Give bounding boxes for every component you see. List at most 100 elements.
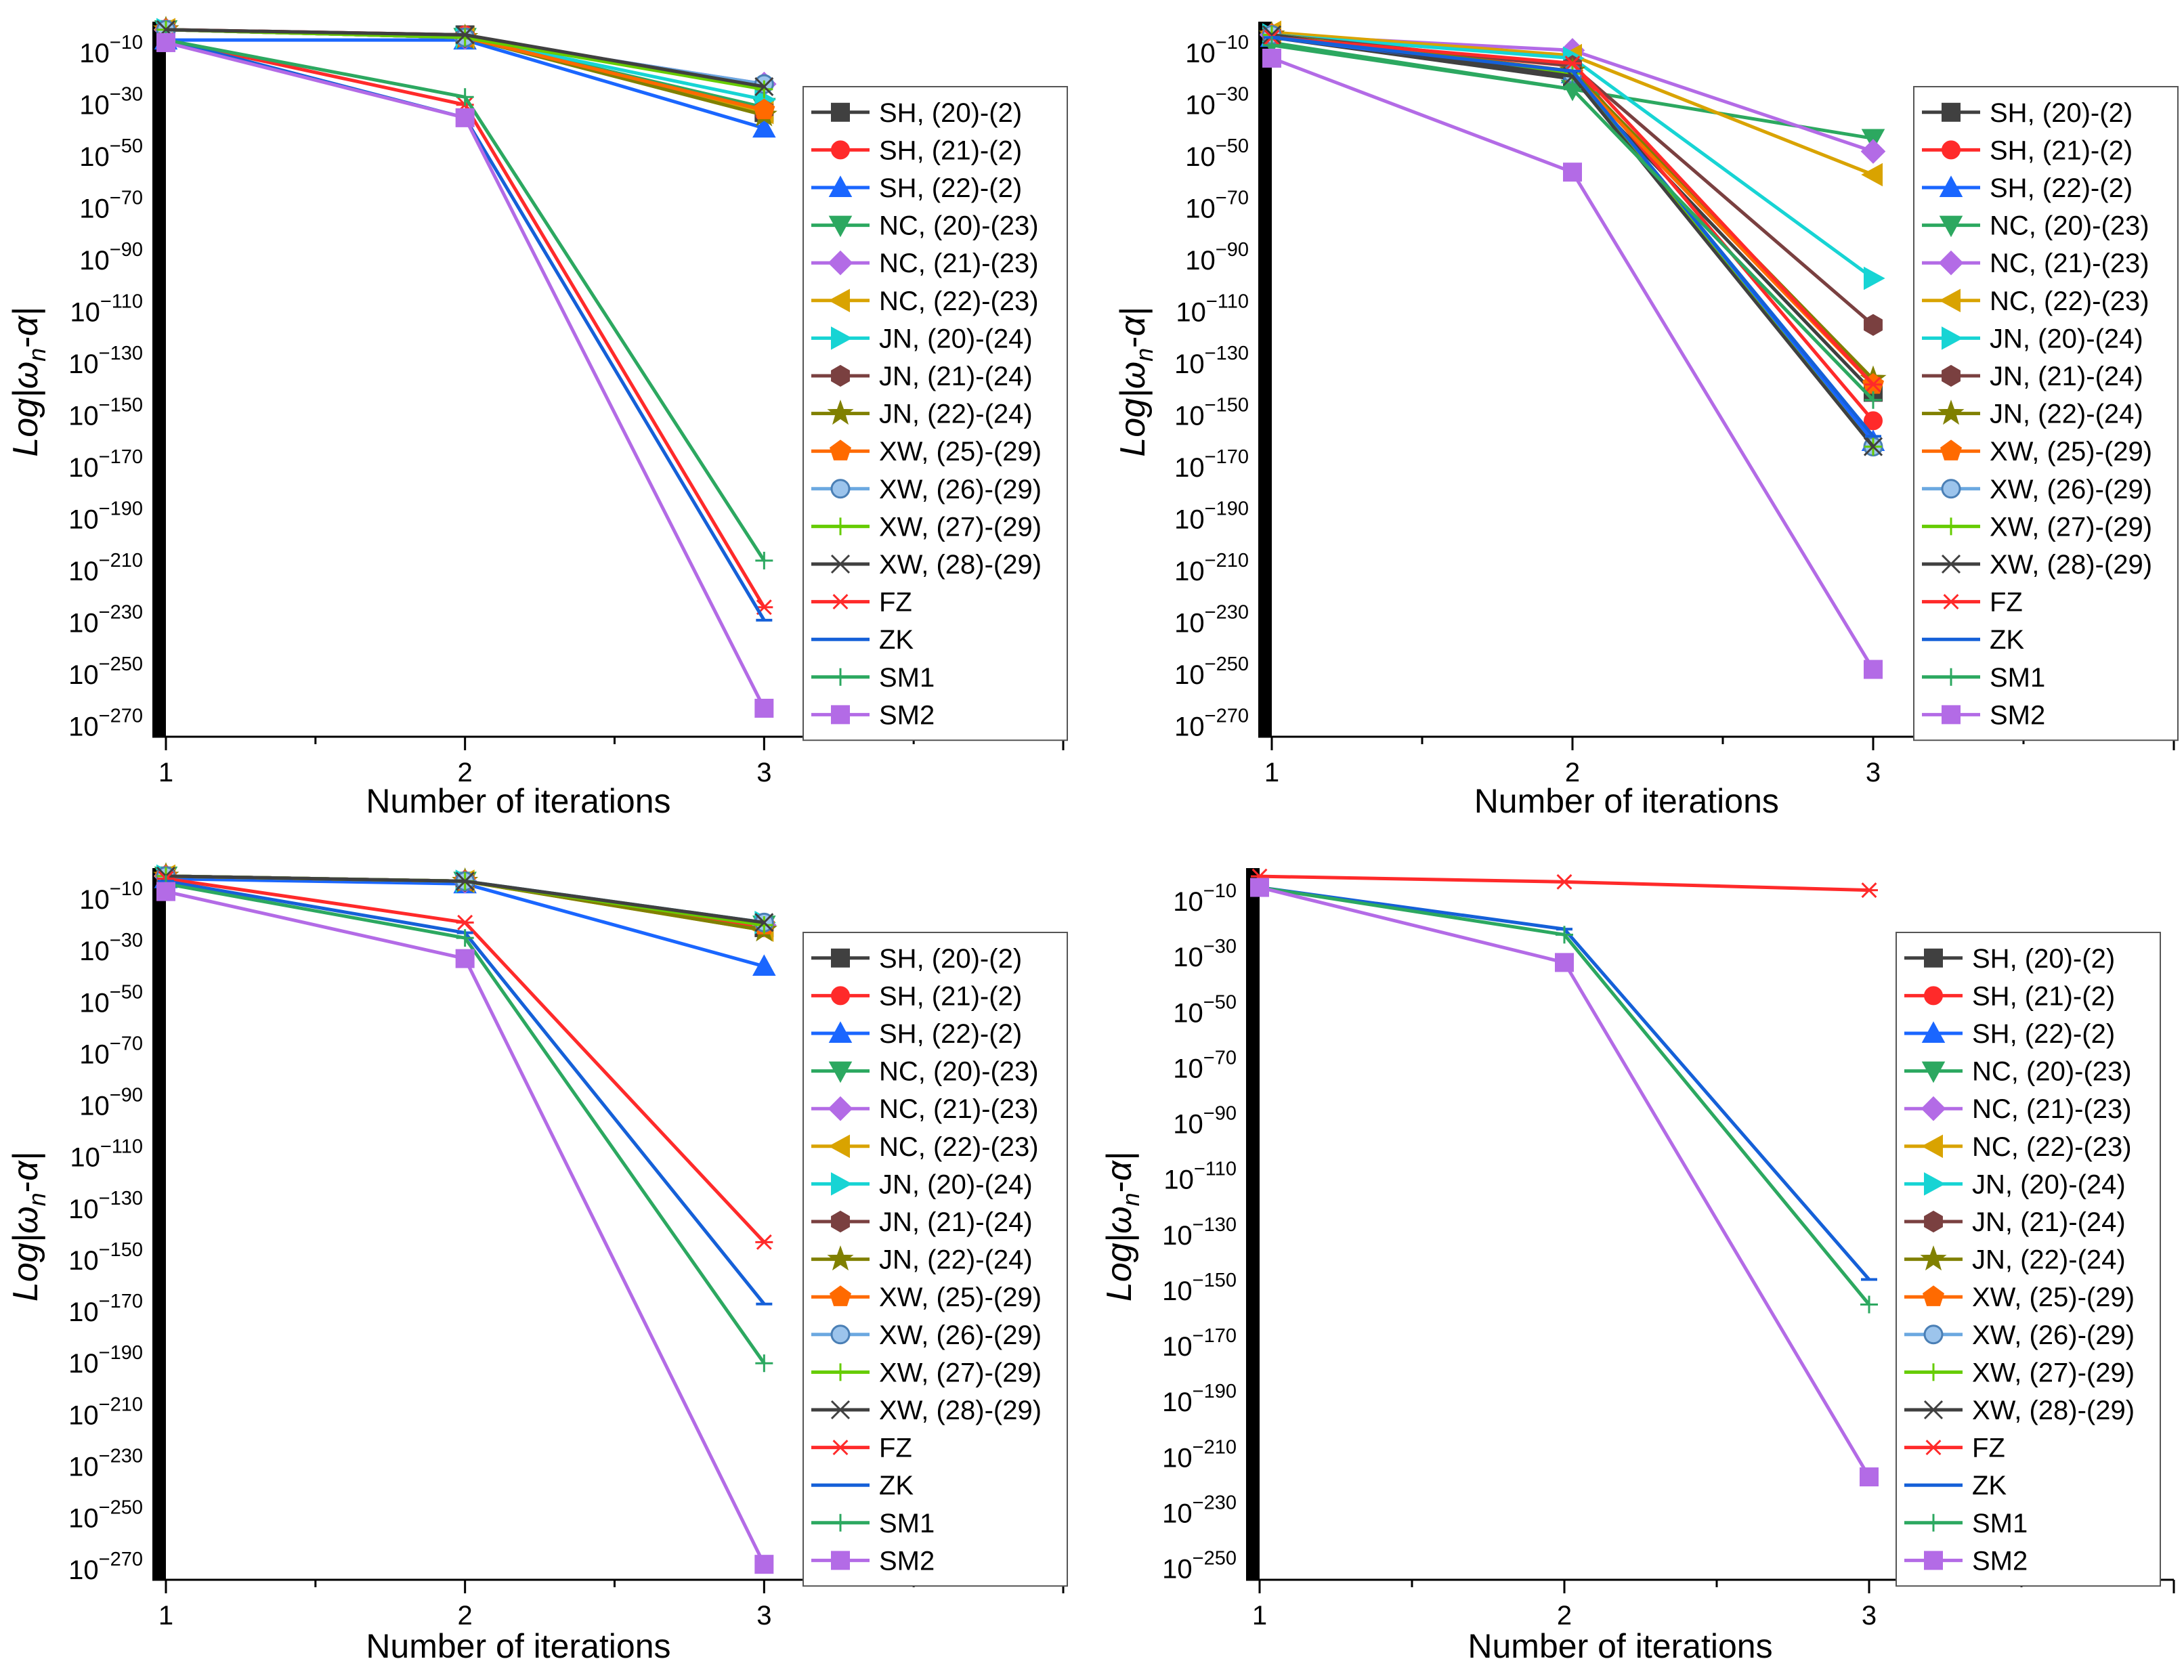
x-tick-label: 2 xyxy=(1557,1601,1572,1631)
data-point xyxy=(755,1234,773,1250)
y-tick-label: 10−150 xyxy=(1162,1270,1237,1306)
data-point xyxy=(456,929,474,947)
legend-label: SM2 xyxy=(879,1546,935,1576)
legend-entry: JN, (21)-(24) xyxy=(811,1207,1033,1237)
legend-label: SH, (20)-(2) xyxy=(879,944,1022,974)
y-tick-label: 10−110 xyxy=(1176,291,1249,328)
legend-marker xyxy=(1942,102,1961,122)
series-fz xyxy=(157,871,773,1250)
y-tick-label: 10−50 xyxy=(79,135,143,172)
legend-entry: XW, (26)-(29) xyxy=(811,475,1042,504)
y-axis-title: Log|ωn-α| xyxy=(1100,1152,1144,1301)
y-tick-label: 10−230 xyxy=(1174,602,1249,639)
legend-label: SH, (22)-(2) xyxy=(879,1019,1022,1049)
legend-entry: XW, (25)-(29) xyxy=(811,1283,1042,1312)
legend-entry: SH, (20)-(2) xyxy=(1904,944,2115,974)
legend-label: SH, (21)-(2) xyxy=(879,135,1022,165)
y-tick-label: 10−130 xyxy=(68,343,143,379)
y-tick-label: 10−190 xyxy=(68,1342,143,1379)
y-tick-label: 10−30 xyxy=(79,930,143,966)
legend-marker xyxy=(831,948,850,968)
legend-entry: NC, (20)-(23) xyxy=(811,1057,1039,1087)
x-tick-label: 1 xyxy=(158,1601,173,1631)
series-sm2 xyxy=(156,882,774,1574)
legend-label: JN, (22)-(24) xyxy=(879,1245,1033,1275)
legend-label: XW, (28)-(29) xyxy=(879,1396,1042,1425)
legend-label: XW, (28)-(29) xyxy=(1990,550,2152,580)
legend-label: SH, (20)-(2) xyxy=(1990,98,2133,128)
data-point xyxy=(1863,437,1883,456)
data-point xyxy=(753,98,775,120)
y-tick-label: 10−110 xyxy=(70,291,143,328)
legend-label: XW, (27)-(29) xyxy=(1972,1358,2135,1387)
legend-entry: SH, (20)-(2) xyxy=(811,944,1022,974)
legend-marker xyxy=(831,364,850,387)
legend-label: SH, (22)-(2) xyxy=(1990,173,2133,203)
data-point xyxy=(455,25,475,45)
data-point xyxy=(755,916,773,934)
legend-marker xyxy=(1923,1324,1944,1345)
data-point xyxy=(1860,1467,1879,1487)
legend-entry: JN, (22)-(24) xyxy=(1904,1245,2126,1275)
legend-marker xyxy=(831,1172,853,1196)
legend-entry: JN, (22)-(24) xyxy=(811,400,1033,429)
x-tick-label: 2 xyxy=(458,758,473,788)
y-tick-label: 10−150 xyxy=(1174,395,1249,431)
y-tick-label: 10−90 xyxy=(79,239,143,276)
y-axis-spine xyxy=(152,868,166,1580)
data-point xyxy=(1556,926,1573,944)
y-axis-title: Log|ωn-α| xyxy=(1113,307,1158,456)
legend-entry: XW, (27)-(29) xyxy=(811,1358,1042,1387)
y-tick-label: 10−190 xyxy=(1162,1381,1237,1417)
data-point xyxy=(455,949,475,968)
legend-entry: JN, (22)-(24) xyxy=(811,1245,1033,1275)
legend-label: ZK xyxy=(879,625,914,655)
y-tick-label: 10−170 xyxy=(68,446,143,483)
legend-marker xyxy=(830,1324,851,1345)
y-tick-label: 10−230 xyxy=(68,1446,143,1482)
legend-label: SH, (21)-(2) xyxy=(879,981,1022,1011)
legend-entry: NC, (21)-(23) xyxy=(1904,1094,2132,1124)
legend-marker xyxy=(828,288,850,313)
series-xw-28-29- xyxy=(156,20,774,97)
legend-marker xyxy=(1942,140,1961,160)
series-line xyxy=(1259,886,1870,1306)
y-tick-label: 10−70 xyxy=(79,188,143,224)
legend-entry: SM1 xyxy=(811,663,935,693)
series-sm2 xyxy=(1262,48,1883,679)
legend-label: NC, (22)-(23) xyxy=(879,1132,1039,1162)
legend-label: XW, (26)-(29) xyxy=(879,1320,1042,1350)
legend-marker xyxy=(1923,1400,1944,1420)
legend-label: SM1 xyxy=(879,663,935,693)
series-sm2 xyxy=(1250,878,1879,1487)
series-sm1 xyxy=(1251,878,1878,1314)
legend-marker xyxy=(1921,1021,1946,1043)
x-axis-title: Number of iterations xyxy=(366,782,670,820)
y-tick-label: 10−250 xyxy=(68,653,143,690)
legend-label: XW, (28)-(29) xyxy=(1972,1396,2135,1425)
legend-label: NC, (21)-(23) xyxy=(1972,1094,2132,1124)
legend-marker xyxy=(831,140,850,160)
series-line xyxy=(1271,56,1875,670)
legend-entry: FZ xyxy=(811,1434,912,1463)
y-tick-label: 10−270 xyxy=(68,1549,143,1585)
legend-entry: ZK xyxy=(811,1471,914,1501)
legend-marker xyxy=(828,1021,853,1043)
y-tick-label: 10−110 xyxy=(1163,1159,1237,1195)
x-tick-label: 3 xyxy=(756,758,771,788)
series-fz xyxy=(1251,868,1878,899)
legend-entry: SH, (21)-(2) xyxy=(811,981,1022,1011)
legend-marker xyxy=(1921,1134,1943,1159)
legend-entry: SH, (21)-(2) xyxy=(811,135,1022,165)
legend-marker xyxy=(1925,1363,1942,1381)
y-tick-label: 10−70 xyxy=(1173,1047,1237,1083)
y-tick-label: 10−210 xyxy=(1162,1436,1237,1473)
y-tick-label: 10−170 xyxy=(68,1291,143,1327)
legend-entry: SM2 xyxy=(811,700,935,730)
legend-marker xyxy=(832,668,849,686)
legend-label: XW, (26)-(29) xyxy=(1990,475,2152,504)
y-tick-label: 10−30 xyxy=(1185,84,1249,121)
data-point xyxy=(1864,376,1882,393)
x-tick-label: 1 xyxy=(1252,1601,1267,1631)
legend-entry: XW, (25)-(29) xyxy=(811,437,1042,467)
